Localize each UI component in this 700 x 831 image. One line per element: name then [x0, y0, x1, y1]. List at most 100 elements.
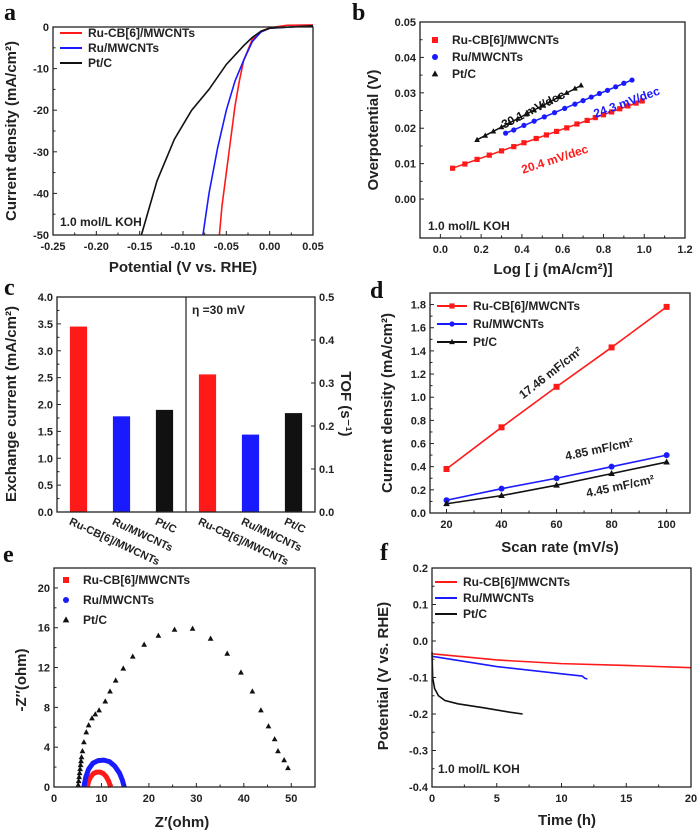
data-point	[633, 100, 639, 106]
data-point	[498, 424, 505, 431]
data-point	[77, 761, 84, 768]
series-ru-mwcnts	[81, 757, 127, 788]
series-line	[431, 655, 588, 680]
data-point	[285, 764, 291, 771]
plot-frame	[53, 567, 316, 788]
data-point	[89, 715, 95, 721]
panel-letter: b	[352, 0, 365, 26]
legend-item: Ru/MWCNTs	[432, 50, 523, 64]
data-point	[531, 118, 537, 124]
plot-area	[69, 326, 303, 512]
data-point	[76, 773, 83, 780]
legend-label: Ru/MWCNTs	[88, 41, 159, 55]
data-point	[224, 650, 231, 656]
series-pt-c	[443, 458, 670, 507]
data-point	[443, 500, 450, 507]
x-tick-label: -0.05	[214, 241, 239, 253]
y-tick-label: -0.4	[409, 782, 429, 794]
data-point	[81, 739, 87, 745]
data-point	[562, 105, 568, 111]
data-point	[523, 111, 529, 117]
data-point	[462, 161, 468, 167]
y-tick-label: -40	[33, 188, 49, 200]
data-point	[490, 128, 497, 134]
y-tick-label: 0.03	[395, 88, 416, 100]
data-point	[120, 665, 127, 671]
x-axis-label: Log [ j (mA/cm²)]	[493, 261, 612, 278]
legend-marker	[449, 303, 455, 309]
data-point	[572, 85, 578, 91]
legend: Ru-CB[6]/MWCNTs Ru/MWCNTs Pt/C	[431, 33, 559, 81]
y-tick-label: 1.4	[411, 346, 427, 358]
data-point	[92, 711, 99, 717]
legend-marker	[62, 616, 70, 623]
legend-item: Pt/C	[437, 335, 497, 349]
data-point	[588, 94, 594, 100]
plot-area	[443, 303, 670, 507]
data-point	[107, 688, 113, 694]
data-point	[541, 114, 547, 120]
data-point	[580, 98, 586, 104]
legend-label: Ru/MWCNTs	[473, 317, 544, 331]
x-axis-label: Scan rate (mV/s)	[501, 539, 619, 556]
y-axis-label: Overpotential (V)	[365, 70, 382, 191]
y-tick-label: -0.1	[409, 673, 428, 685]
x-tick-label: 80	[605, 519, 617, 531]
data-point	[592, 115, 598, 121]
legend-marker	[449, 321, 455, 327]
x-tick-label: 0.6	[555, 244, 570, 256]
data-point	[609, 109, 615, 115]
annotation: 24.3 mV/dec	[592, 84, 662, 121]
legend-label: Pt/C	[473, 335, 497, 349]
data-point	[514, 115, 521, 121]
data-point	[271, 736, 278, 742]
data-point	[498, 485, 505, 492]
series-ru-cb-6-mwcnts	[443, 303, 670, 472]
x-tick-label: 0.05	[302, 241, 323, 253]
series-ru-mwcnts	[202, 24, 314, 236]
data-point	[553, 128, 560, 135]
legend: Ru-CB[6]/MWCNTs Ru/MWCNTs Pt/C	[435, 575, 570, 621]
y-tick-label: 0.05	[395, 17, 416, 29]
panel-letter: f	[380, 540, 389, 566]
data-point	[96, 707, 102, 713]
data-point	[75, 781, 82, 788]
x-tick-label: 0.2	[474, 244, 489, 256]
x-tick-label: 15	[620, 793, 632, 805]
data-point	[553, 383, 560, 390]
legend-item: Ru-CB[6]/MWCNTs	[432, 33, 559, 47]
x-axis-label: Time (h)	[538, 812, 596, 829]
x-tick-label: -0.25	[40, 241, 65, 253]
x-tick-label: -0.15	[127, 241, 152, 253]
y-tick-label: -50	[33, 230, 49, 242]
panel-a: a -0.25 -0.20 -0.15 -0.10 -0.05 0.00 0.05 -50 -40…	[3, 0, 324, 276]
y-tick-label: -10	[33, 64, 49, 76]
y-tick-label: 0.0	[411, 508, 426, 520]
data-point	[249, 688, 256, 694]
bar-tof	[241, 434, 260, 512]
legend-item: Ru/MWCNTs	[63, 593, 154, 607]
y-tick-label: 0.04	[395, 52, 417, 64]
y-tick-label: 0.1	[413, 600, 428, 612]
data-point	[498, 492, 505, 499]
panel-b: b 0.0 0.2 0.4 0.6 0.8 1.0 1.2 0.00 0.01 0.02 0.03 0.…	[352, 0, 693, 278]
x-tick-label: 0	[429, 793, 435, 805]
x-tick-label: 100	[657, 519, 675, 531]
series-line	[431, 652, 692, 669]
data-point	[79, 748, 86, 754]
y-tick-label: 3.0	[38, 346, 53, 358]
y-axis-label: Potential (V vs. RHE)	[375, 602, 392, 750]
annotation: 1.0 mol/L KOH	[438, 762, 520, 776]
data-point	[572, 101, 578, 107]
legend-marker	[449, 338, 455, 345]
data-point	[265, 723, 272, 729]
y-tick-label: 0.2	[413, 563, 428, 575]
legend-marker	[63, 597, 69, 603]
x-tick-label: 10	[555, 793, 567, 805]
legend-item: Pt/C	[62, 613, 107, 627]
plot-area	[140, 24, 314, 236]
series-ru-mwcnts	[503, 77, 635, 136]
x-tick-label: 1.2	[677, 244, 692, 256]
series-dense-markers	[84, 769, 114, 789]
